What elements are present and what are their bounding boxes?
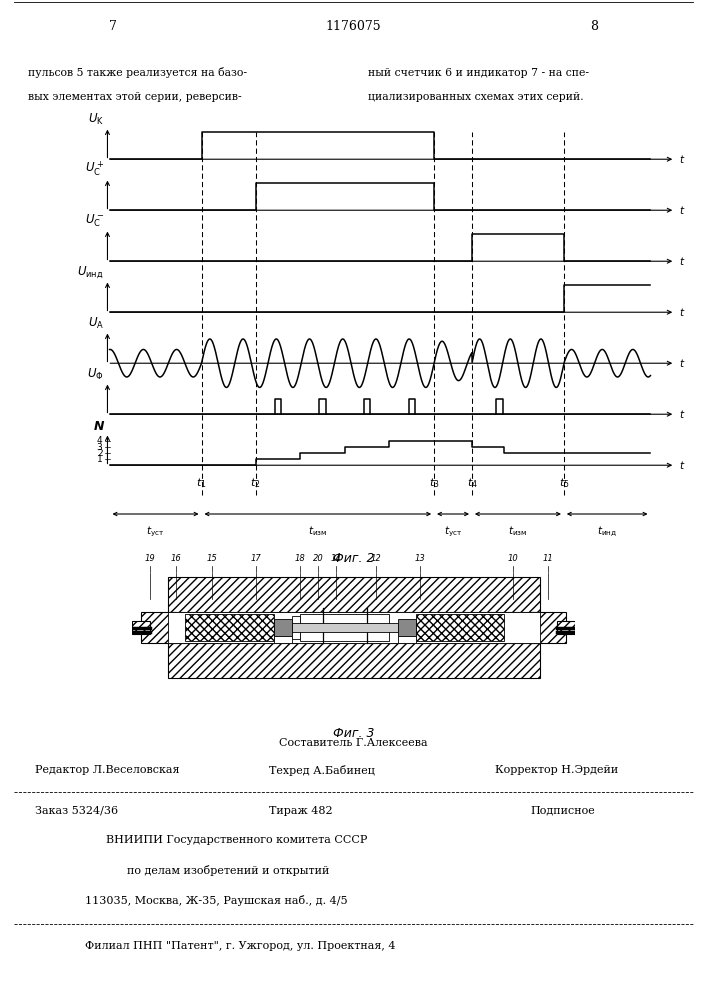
Bar (168, 643, 539, 678)
Bar (398, 636, 416, 643)
Bar (531, 612, 566, 643)
Bar (398, 619, 416, 636)
Text: по делам изобретений и открытий: по делам изобретений и открытий (127, 865, 329, 876)
Text: 2: 2 (97, 449, 103, 458)
Text: Техред А.Бабинец: Техред А.Бабинец (269, 765, 375, 776)
Text: 1176075: 1176075 (326, 19, 381, 32)
Text: $t_{\rm уст}$: $t_{\rm уст}$ (444, 524, 462, 539)
Text: 3: 3 (97, 443, 103, 452)
Text: $t$: $t$ (679, 255, 685, 267)
Text: $t$: $t$ (679, 153, 685, 165)
Text: 8: 8 (590, 19, 598, 32)
Text: $U_{\rm K}$: $U_{\rm K}$ (88, 112, 104, 127)
Text: Фиг. 3: Фиг. 3 (333, 727, 374, 740)
Text: 113035, Москва, Ж-35, Раушская наб., д. 4/5: 113035, Москва, Ж-35, Раушская наб., д. … (85, 895, 347, 906)
Text: Фиг. 2: Фиг. 2 (333, 552, 374, 565)
Text: 13: 13 (414, 554, 426, 563)
Text: $t_{\rm изм}$: $t_{\rm изм}$ (308, 524, 327, 538)
Text: 18: 18 (295, 554, 305, 563)
Text: 1: 1 (97, 455, 103, 464)
Text: $t_5$: $t_5$ (559, 476, 569, 490)
Text: циализированных схемах этих серий.: циализированных схемах этих серий. (368, 93, 583, 103)
Bar (185, 614, 274, 641)
Bar (168, 577, 539, 612)
Text: 17: 17 (251, 554, 262, 563)
Text: $U_{\rm A}$: $U_{\rm A}$ (88, 316, 104, 331)
Text: Подписное: Подписное (530, 806, 595, 816)
Text: Заказ 5324/36: Заказ 5324/36 (35, 806, 119, 816)
Text: Филиал ПНП "Патент", г. Ужгород, ул. Проектная, 4: Филиал ПНП "Патент", г. Ужгород, ул. Про… (85, 941, 395, 951)
Text: 14: 14 (330, 554, 341, 563)
Text: 20: 20 (312, 554, 323, 563)
Text: 19: 19 (144, 554, 155, 563)
Text: $t_{\rm инд}$: $t_{\rm инд}$ (597, 524, 617, 539)
Text: $t_4$: $t_4$ (467, 476, 477, 490)
Bar (141, 612, 176, 643)
Text: $t_3$: $t_3$ (428, 476, 440, 490)
Bar (557, 621, 575, 634)
Text: 16: 16 (171, 554, 182, 563)
Text: 7: 7 (109, 19, 117, 32)
Bar (300, 614, 389, 641)
Text: $t$: $t$ (679, 306, 685, 318)
Text: $t_1$: $t_1$ (197, 476, 207, 490)
Text: 4: 4 (97, 436, 103, 445)
Text: 10: 10 (508, 554, 518, 563)
Text: $t$: $t$ (679, 459, 685, 471)
Bar (168, 612, 539, 643)
Text: $U_{\rm инд}$: $U_{\rm инд}$ (77, 265, 104, 280)
Text: $U_{\rm C}^-$: $U_{\rm C}^-$ (85, 213, 104, 229)
Text: $t_{\rm уст}$: $t_{\rm уст}$ (146, 524, 165, 539)
Bar (274, 619, 291, 636)
Text: вых элементах этой серии, реверсив-: вых элементах этой серии, реверсив- (28, 93, 242, 103)
Text: ВНИИПИ Государственного комитета СССР: ВНИИПИ Государственного комитета СССР (106, 835, 368, 845)
Text: $t_2$: $t_2$ (250, 476, 261, 490)
Bar (291, 616, 300, 639)
Text: пульсов 5 также реализуется на базо-: пульсов 5 также реализуется на базо- (28, 68, 247, 79)
Text: 12: 12 (370, 554, 381, 563)
Text: $t_{\rm изм}$: $t_{\rm изм}$ (508, 524, 527, 538)
Text: 15: 15 (206, 554, 217, 563)
Text: Корректор Н.Эрдейи: Корректор Н.Эрдейи (495, 765, 618, 775)
Bar (416, 614, 504, 641)
Text: Редактор Л.Веселовская: Редактор Л.Веселовская (35, 765, 180, 775)
Text: N: N (93, 420, 104, 433)
Text: ный счетчик 6 и индикатор 7 - на спе-: ный счетчик 6 и индикатор 7 - на спе- (368, 68, 589, 78)
Text: Составитель Г.Алексеева: Составитель Г.Алексеева (279, 738, 428, 748)
Text: $U_{\Phi}$: $U_{\Phi}$ (87, 367, 104, 382)
Text: $t$: $t$ (679, 408, 685, 420)
Text: Тираж 482: Тираж 482 (269, 806, 332, 816)
Bar (132, 621, 150, 634)
Bar (274, 636, 291, 643)
Bar (291, 623, 398, 632)
Text: $t$: $t$ (679, 204, 685, 216)
Text: $U_{\rm C}^+$: $U_{\rm C}^+$ (85, 160, 104, 178)
Text: 11: 11 (543, 554, 554, 563)
Text: $t$: $t$ (679, 357, 685, 369)
